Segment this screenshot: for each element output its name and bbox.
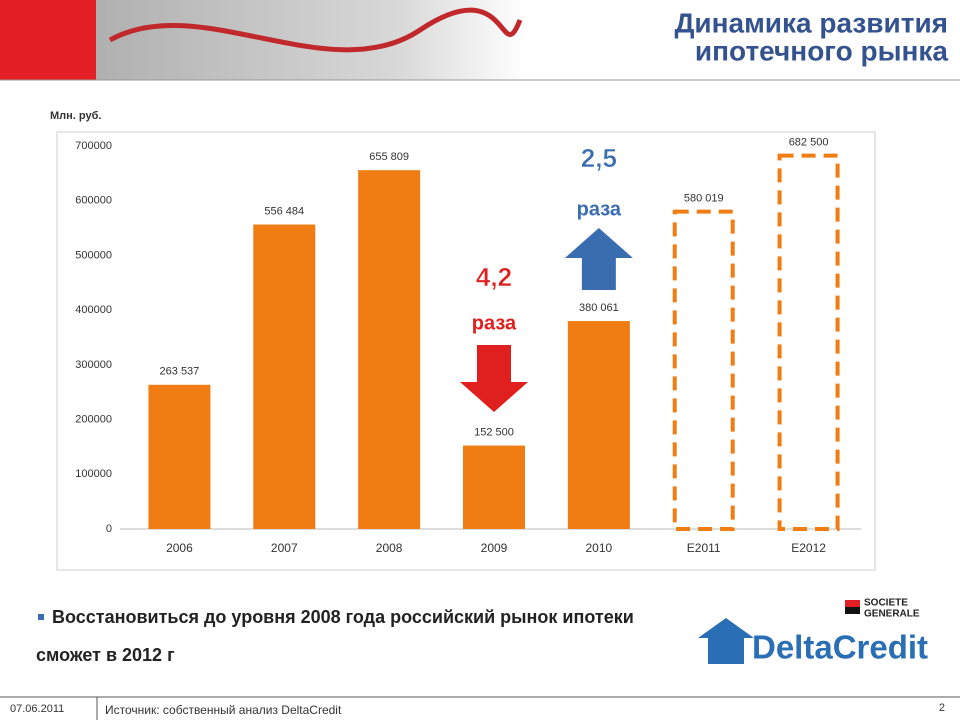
annotation-unit: раза (577, 198, 622, 220)
bar-forecast (672, 209, 735, 531)
x-tick-label: 2006 (166, 541, 193, 555)
y-tick-label: 0 (106, 523, 112, 535)
sg-logo-red (845, 600, 860, 607)
chart-frame (56, 131, 876, 571)
value-label: 682 500 (789, 136, 829, 148)
y-tick-label: 700000 (75, 140, 112, 152)
bar (463, 445, 525, 529)
footer-date: 07.06.2011 (10, 703, 64, 715)
y-tick-label: 100000 (75, 468, 112, 480)
y-tick-label: 500000 (75, 249, 112, 261)
value-label: 380 061 (579, 302, 619, 314)
annotation-arrow (564, 228, 633, 290)
sg-logo-text: GENERALE (864, 609, 920, 620)
y-tick-label: 300000 (75, 359, 112, 371)
x-tick-label: E2012 (791, 541, 826, 555)
value-label: 263 537 (160, 366, 200, 378)
value-label: 655 809 (369, 151, 409, 163)
annotation-arrow (460, 345, 528, 412)
bullet-marker (38, 614, 44, 620)
x-tick-label: 2008 (376, 541, 403, 555)
header-decoration (108, 7, 523, 53)
title-line: ипотечного рынка (695, 35, 949, 66)
page-number: 2 (939, 702, 945, 714)
value-label: 556 484 (264, 205, 304, 217)
title-line: Динамика развития (674, 7, 948, 38)
sg-logo-black (845, 607, 860, 614)
brand-house-icon (698, 618, 754, 664)
y-axis-label: Млн. руб. (50, 110, 101, 122)
bar (148, 384, 211, 529)
x-tick-label: 2010 (586, 541, 613, 555)
y-tick-label: 600000 (75, 195, 112, 207)
bullet: Восстановиться до уровня 2008 года росси… (36, 598, 676, 674)
header-red-block (0, 0, 96, 80)
annotation-unit: раза (472, 312, 517, 334)
bar (253, 224, 316, 530)
value-label: 152 500 (474, 426, 514, 438)
x-tick-label: E2011 (687, 541, 721, 555)
brand-logo: DeltaCredit (752, 629, 928, 666)
annotation-factor: 4,2 (476, 262, 512, 292)
bar-forecast (777, 153, 840, 531)
bar (567, 321, 630, 529)
x-tick-label: 2009 (481, 541, 508, 555)
bar (358, 170, 421, 530)
sg-logo-text: SOCIETE (864, 598, 908, 609)
y-tick-label: 200000 (75, 413, 112, 425)
annotation-factor: 2,5 (581, 143, 617, 173)
footer-source: Источник: собственный анализ DeltaCredit (105, 703, 342, 717)
x-tick-label: 2007 (271, 541, 298, 555)
value-label: 580 019 (684, 193, 724, 205)
y-tick-label: 400000 (75, 304, 112, 316)
bullet-text: Восстановиться до уровня 2008 года росси… (36, 607, 634, 665)
